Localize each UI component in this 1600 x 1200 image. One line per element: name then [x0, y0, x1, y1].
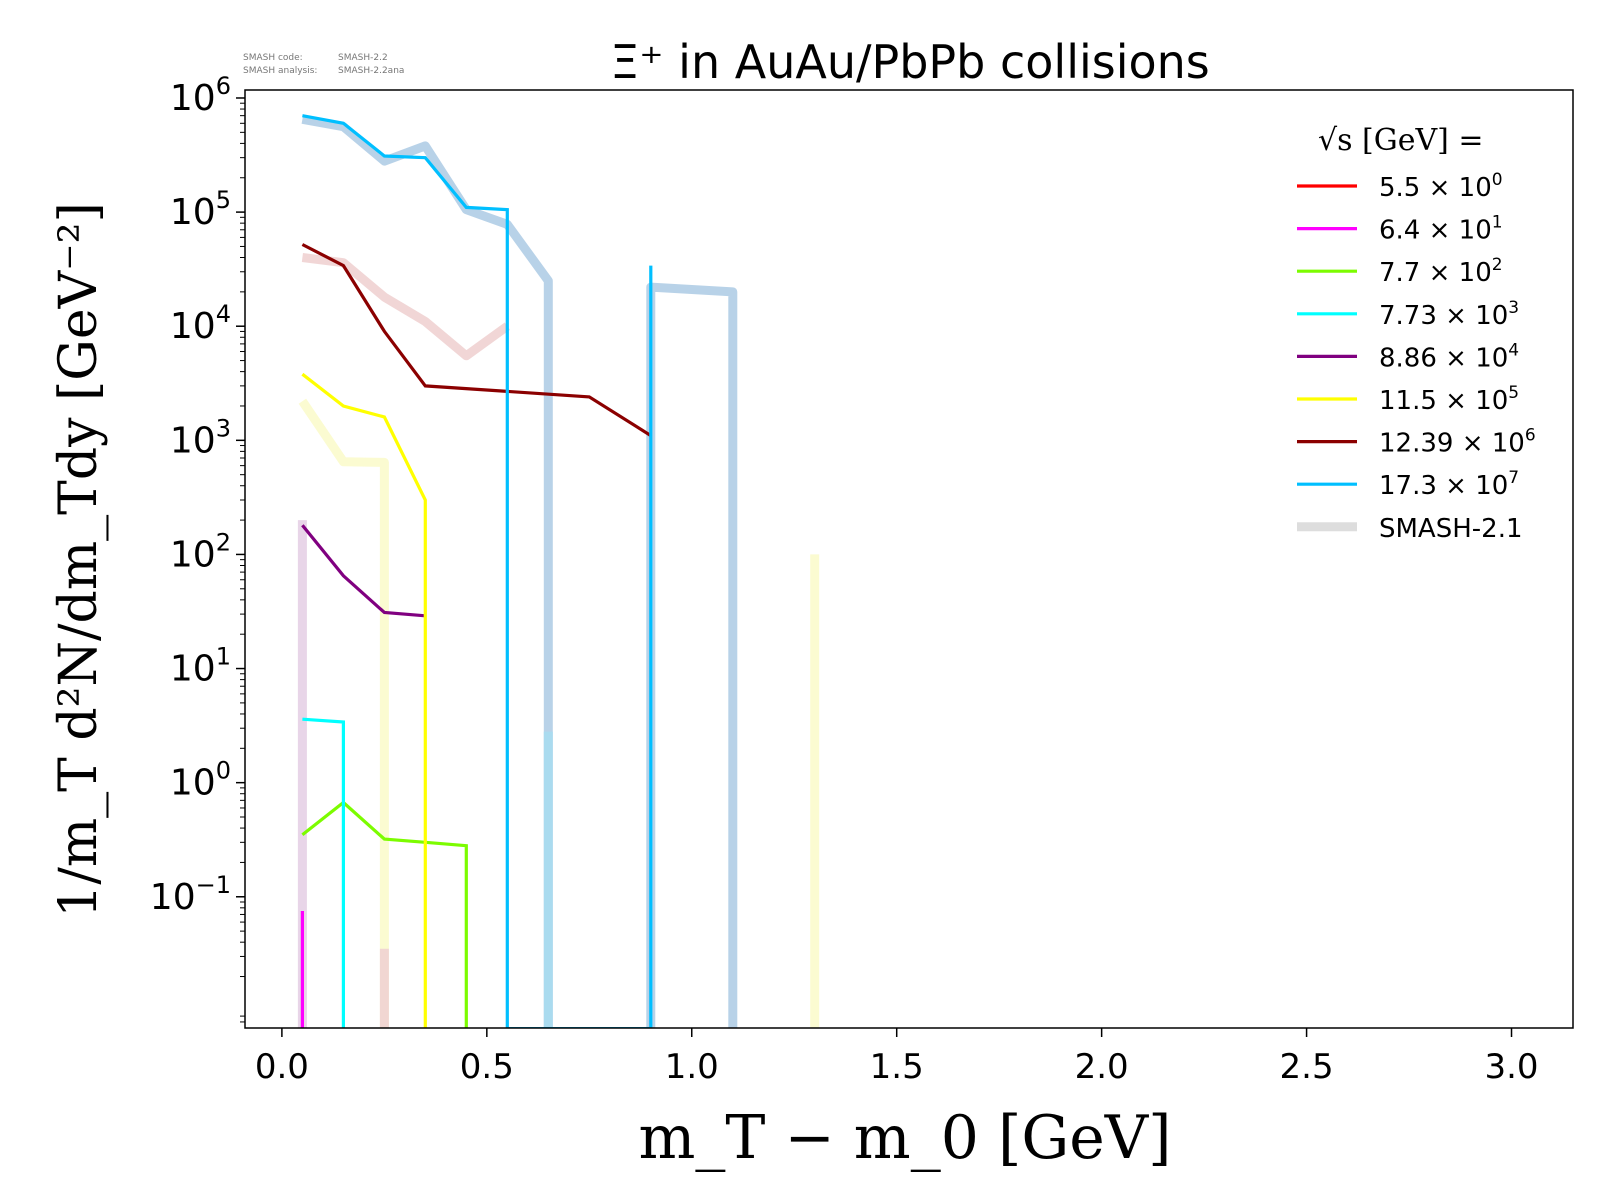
x-tick-label-5: 2.5: [1280, 1047, 1334, 1087]
series-line-6: [301, 243, 652, 437]
x-tick-label-0: 0.0: [255, 1047, 309, 1087]
version-analysis-label: SMASH analysis:: [243, 66, 317, 76]
x-axis: 0.0 0.5 1.0 1.5 2.0 2.5 3.0: [255, 1028, 1539, 1087]
y-axis-label: 1/m_T d²N/dm_Tdy [GeV⁻²]: [49, 202, 109, 917]
legend-label-0: 5.5 × 100: [1379, 170, 1503, 203]
legend-label-5: 11.5 × 105: [1379, 383, 1519, 416]
x-tick-label-2: 1.0: [665, 1047, 719, 1087]
version-analysis-value: SMASH-2.2ana: [338, 66, 404, 76]
series-line-4: [301, 524, 426, 618]
y-tick-label-0: 106: [170, 72, 231, 119]
chart-title: Ξ⁺ in AuAu/PbPb collisions: [610, 35, 1210, 89]
legend-label-2: 7.7 × 102: [1379, 255, 1503, 288]
legend-label-reference: SMASH-2.1: [1379, 514, 1523, 544]
y-tick-label-6: 100: [170, 757, 231, 804]
x-tick-label-6: 3.0: [1484, 1047, 1538, 1087]
version-code-label: SMASH code:: [243, 53, 303, 63]
reference-curve-1: [646, 282, 738, 1028]
legend-label-1: 6.4 × 101: [1379, 213, 1503, 246]
version-note: SMASH code: SMASH-2.2 SMASH analysis: SM…: [243, 53, 404, 76]
y-tick-label-1: 105: [170, 186, 231, 233]
plot-frame: [244, 89, 1574, 1029]
legend: √s [GeV] = 5.5 × 100 6.4 × 101 7.7 × 102 7.…: [1297, 123, 1536, 544]
y-tick-label-2: 104: [170, 300, 231, 347]
x-tick-label-4: 2.0: [1075, 1047, 1129, 1087]
legend-label-4: 8.86 × 104: [1379, 340, 1519, 373]
legend-label-6: 12.39 × 106: [1379, 426, 1536, 459]
series-line-5: [301, 372, 427, 1028]
reference-curves: [297, 114, 820, 1028]
y-tick-label-4: 102: [170, 528, 231, 575]
series-line-2: [301, 800, 468, 1028]
legend-label-3: 7.73 × 103: [1379, 298, 1519, 331]
version-code-value: SMASH-2.2: [338, 53, 388, 63]
x-axis-label: m_T − m_0 [GeV]: [638, 1103, 1171, 1173]
x-tick-label-3: 1.5: [870, 1047, 924, 1087]
y-tick-label-7: 10−1: [150, 871, 231, 918]
reference-curve-0: [301, 114, 553, 1028]
x-tick-label-1: 0.5: [460, 1047, 514, 1087]
legend-title: √s [GeV] =: [1318, 123, 1484, 158]
series-curves: [300, 114, 653, 1028]
y-axis: 106 105 104 103 102 101 100 10−1: [150, 72, 245, 1023]
reference-curve-2: [301, 253, 510, 361]
y-tick-label-3: 103: [170, 414, 231, 461]
reference-curve-3: [298, 398, 389, 1028]
legend-label-7: 17.3 × 107: [1379, 468, 1519, 501]
series-line-7: [302, 114, 653, 1028]
series-line-3: [302, 717, 345, 1028]
y-tick-label-5: 101: [170, 643, 231, 690]
